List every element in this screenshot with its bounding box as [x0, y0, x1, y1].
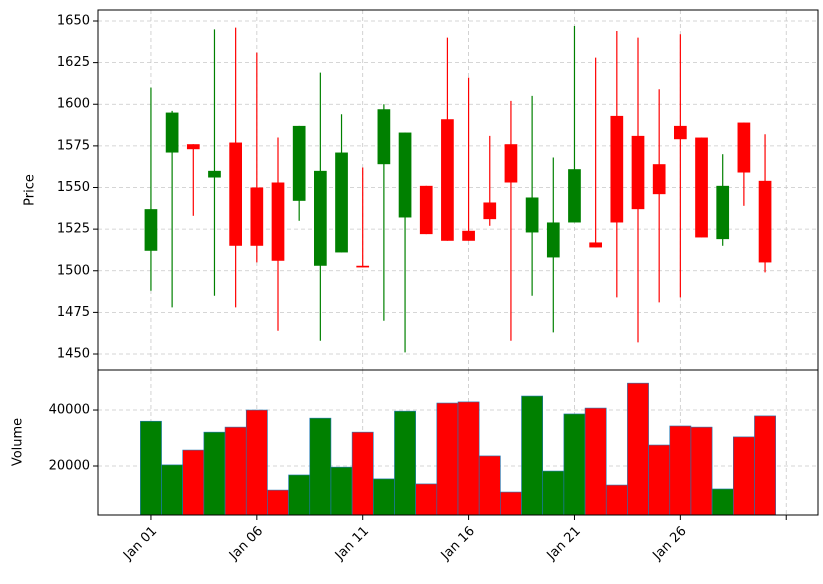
- volume-axes-frame: [97, 369, 819, 516]
- y-axis-label: Price: [23, 174, 38, 206]
- volume-bar: [394, 410, 416, 516]
- volume-bar: [542, 470, 565, 516]
- y-tick-label: 1550: [57, 180, 90, 195]
- candle-body: [419, 185, 433, 235]
- volume-tick-label: 20000: [49, 459, 90, 474]
- candle-body: [652, 164, 666, 195]
- volume-axis-label: Volume: [11, 418, 26, 466]
- volume-bar: [224, 426, 247, 516]
- volume-bar: [500, 491, 522, 516]
- y-tick-label: 1500: [57, 263, 90, 278]
- x-tick-label: Jan 06: [226, 524, 266, 564]
- volume-bar: [732, 436, 755, 516]
- candle-body: [589, 242, 602, 248]
- volume-bar: [372, 478, 395, 516]
- candle-body: [737, 122, 751, 173]
- candle-body: [398, 132, 412, 218]
- volume-bar: [669, 425, 692, 516]
- volume-bar: [690, 426, 713, 516]
- candle-body: [292, 125, 306, 201]
- candle-body: [483, 202, 497, 220]
- volume-bar: [436, 402, 459, 516]
- candle-body: [610, 115, 624, 223]
- volume-bar: [415, 483, 438, 516]
- volume-bar: [330, 466, 353, 516]
- volume-bar: [161, 464, 184, 516]
- candle-body: [271, 182, 285, 261]
- candle-body: [314, 170, 327, 266]
- candle-body: [250, 187, 264, 246]
- candle-body: [208, 170, 221, 178]
- volume-bar: [584, 407, 607, 516]
- candle-body: [441, 119, 454, 241]
- volume-bar: [288, 474, 311, 516]
- y-tick-label: 1575: [57, 138, 90, 153]
- volume-bar: [351, 431, 374, 516]
- volume-bar: [140, 420, 162, 516]
- y-tick-label: 1525: [57, 222, 90, 237]
- candle-body: [674, 125, 687, 140]
- volume-bar: [267, 489, 289, 516]
- y-tick-label: 1600: [57, 97, 90, 112]
- volume-bar: [182, 449, 205, 516]
- y-tick-label: 1625: [57, 55, 90, 70]
- candle-body: [525, 197, 539, 233]
- x-tick-label: Jan 11: [332, 524, 372, 564]
- candle-body: [546, 222, 560, 258]
- y-tick-label: 1650: [57, 13, 90, 28]
- x-tick-label: Jan 01: [120, 524, 160, 564]
- candle-body: [631, 135, 645, 210]
- candle-body: [758, 180, 772, 263]
- volume-bar: [478, 455, 501, 516]
- volume-bar: [563, 413, 586, 516]
- volume-bar: [605, 484, 628, 516]
- candle-body: [144, 209, 158, 251]
- volume-bar: [648, 444, 671, 516]
- volume-bar: [627, 382, 649, 516]
- volume-bar: [309, 417, 332, 516]
- candle-body: [165, 112, 179, 153]
- price-axes-frame: [97, 9, 819, 371]
- x-tick-label: Jan 16: [438, 524, 478, 564]
- volume-bar: [457, 401, 480, 516]
- y-tick-label: 1450: [57, 347, 90, 362]
- candle-body: [462, 230, 475, 241]
- volume-bar: [711, 488, 734, 516]
- volume-bar: [245, 409, 268, 516]
- candle-body: [377, 109, 391, 165]
- x-tick-label: Jan 21: [544, 524, 584, 564]
- candle-body: [504, 144, 518, 183]
- candle-body: [356, 265, 370, 268]
- y-tick-label: 1475: [57, 305, 90, 320]
- candle-body: [229, 142, 242, 246]
- volume-tick-label: 40000: [49, 403, 90, 418]
- volume-bar: [754, 415, 776, 516]
- candle-body: [568, 169, 581, 223]
- candle-body: [335, 152, 348, 253]
- volume-bar: [521, 395, 544, 516]
- candle-body: [716, 185, 730, 240]
- candle-body: [695, 137, 708, 238]
- volume-bar: [203, 431, 226, 516]
- candle-body: [186, 144, 200, 150]
- x-tick-label: Jan 26: [650, 524, 690, 564]
